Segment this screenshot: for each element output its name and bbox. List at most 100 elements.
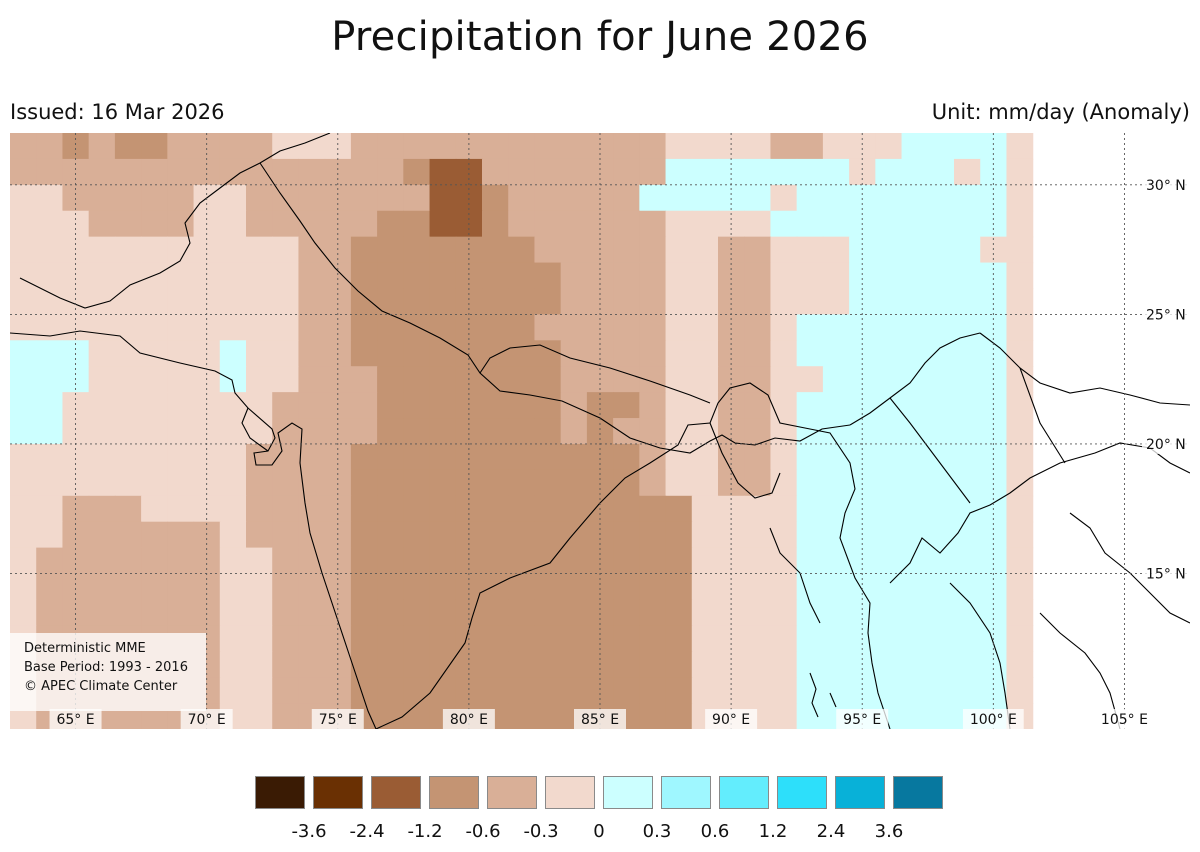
- anomaly-cell: [350, 314, 378, 341]
- anomaly-cell: [796, 443, 824, 471]
- anomaly-cell: [141, 314, 168, 341]
- anomaly-cell: [219, 651, 247, 678]
- anomaly-cell: [377, 236, 404, 264]
- anomaly-cell: [377, 288, 404, 315]
- anomaly-cell: [10, 340, 37, 367]
- anomaly-cell: [875, 573, 903, 601]
- anomaly-cell: [429, 133, 457, 160]
- anomaly-cell: [36, 392, 64, 419]
- anomaly-cell: [901, 495, 929, 523]
- anomaly-cell: [88, 133, 116, 160]
- anomaly-cell: [403, 210, 431, 238]
- anomaly-cell: [298, 677, 326, 704]
- anomaly-cell: [1006, 495, 1034, 523]
- lon-label-bg: [180, 709, 233, 729]
- anomaly-cell: [377, 521, 404, 549]
- anomaly-cell: [219, 547, 247, 575]
- anomaly-cell: [482, 625, 509, 652]
- anomaly-cell: [482, 158, 509, 186]
- anomaly-cell: [324, 418, 352, 445]
- anomaly-cell: [482, 133, 509, 160]
- anomaly-cell: [586, 133, 614, 160]
- anomaly-cell: [508, 392, 536, 419]
- anomaly-cell: [167, 133, 195, 160]
- anomaly-cell: [350, 340, 378, 367]
- anomaly-cell: [429, 547, 457, 575]
- anomaly-cell: [403, 703, 431, 729]
- anomaly-cell: [482, 573, 509, 601]
- anomaly-cell: [429, 599, 457, 626]
- anomaly-cell: [613, 133, 640, 160]
- anomaly-cell: [770, 703, 798, 729]
- anomaly-cell: [691, 288, 719, 315]
- anomaly-cell: [770, 625, 798, 652]
- anomaly-cell: [62, 573, 90, 601]
- anomaly-cell: [10, 366, 37, 393]
- anomaly-cell: [901, 392, 929, 419]
- anomaly-cell: [88, 236, 116, 264]
- anomaly-cell: [246, 443, 273, 471]
- anomaly-cell: [665, 133, 693, 160]
- anomaly-cell: [246, 418, 273, 445]
- anomaly-cell: [718, 262, 745, 290]
- precipitation-anomaly-map: 30° N 25° N 20° N 15° N 65° E 70° E 75° E 80° …: [10, 133, 1190, 729]
- anomaly-cell: [193, 443, 221, 471]
- anomaly-cell: [482, 547, 509, 575]
- anomaly-cell: [849, 262, 876, 290]
- anomaly-cell: [246, 366, 273, 393]
- anomaly-cell: [534, 184, 562, 212]
- anomaly-cell: [1006, 262, 1034, 290]
- anomaly-cell: [114, 599, 142, 626]
- anomaly-cell: [324, 573, 352, 601]
- anomaly-cell: [219, 573, 247, 601]
- anomaly-cell: [665, 573, 693, 601]
- anomaly-cell: [219, 677, 247, 704]
- anomaly-cell: [691, 210, 719, 238]
- anomaly-cell: [534, 158, 562, 186]
- anomaly-cell: [272, 236, 300, 264]
- anomaly-cell: [377, 262, 404, 290]
- anomaly-cell: [875, 236, 903, 264]
- anomaly-cell: [298, 210, 326, 238]
- anomaly-cell: [927, 469, 955, 497]
- anomaly-cell: [88, 495, 116, 523]
- anomaly-cell: [901, 366, 929, 393]
- anomaly-cell: [770, 599, 798, 626]
- anomaly-cell: [482, 184, 509, 212]
- anomaly-cell: [927, 262, 955, 290]
- anomaly-cell: [875, 340, 903, 367]
- anomaly-cell: [875, 262, 903, 290]
- anomaly-cell: [744, 210, 772, 238]
- anomaly-cell: [377, 599, 404, 626]
- anomaly-cell: [429, 443, 457, 471]
- anomaly-cell: [350, 184, 378, 212]
- anomaly-cell: [639, 262, 667, 290]
- anomaly-cell: [927, 443, 955, 471]
- anomaly-cell: [141, 495, 168, 523]
- anomaly-cell: [298, 236, 326, 264]
- anomaly-cell: [350, 392, 378, 419]
- anomaly-cell: [246, 210, 273, 238]
- anomaly-cell: [10, 418, 37, 445]
- anomaly-cell: [298, 366, 326, 393]
- anomaly-cell: [770, 236, 798, 264]
- anomaly-cell: [455, 418, 483, 445]
- anomaly-cell: [62, 418, 90, 445]
- anomaly-cell: [822, 521, 850, 549]
- anomaly-cell: [508, 210, 536, 238]
- anomaly-cell: [534, 262, 562, 290]
- anomaly-cell: [718, 443, 745, 471]
- anomaly-cell: [272, 262, 300, 290]
- anomaly-cell: [114, 288, 142, 315]
- anomaly-cell: [744, 288, 772, 315]
- anomaly-cell: [770, 651, 798, 678]
- anomaly-cell: [691, 418, 719, 445]
- anomaly-cell: [114, 495, 142, 523]
- anomaly-cell: [36, 469, 64, 497]
- anomaly-cell: [560, 340, 588, 367]
- anomaly-cell: [534, 469, 562, 497]
- anomaly-cell: [272, 443, 300, 471]
- anomaly-cell: [691, 158, 719, 186]
- anomaly-cell: [141, 573, 168, 601]
- anomaly-cell: [586, 547, 614, 575]
